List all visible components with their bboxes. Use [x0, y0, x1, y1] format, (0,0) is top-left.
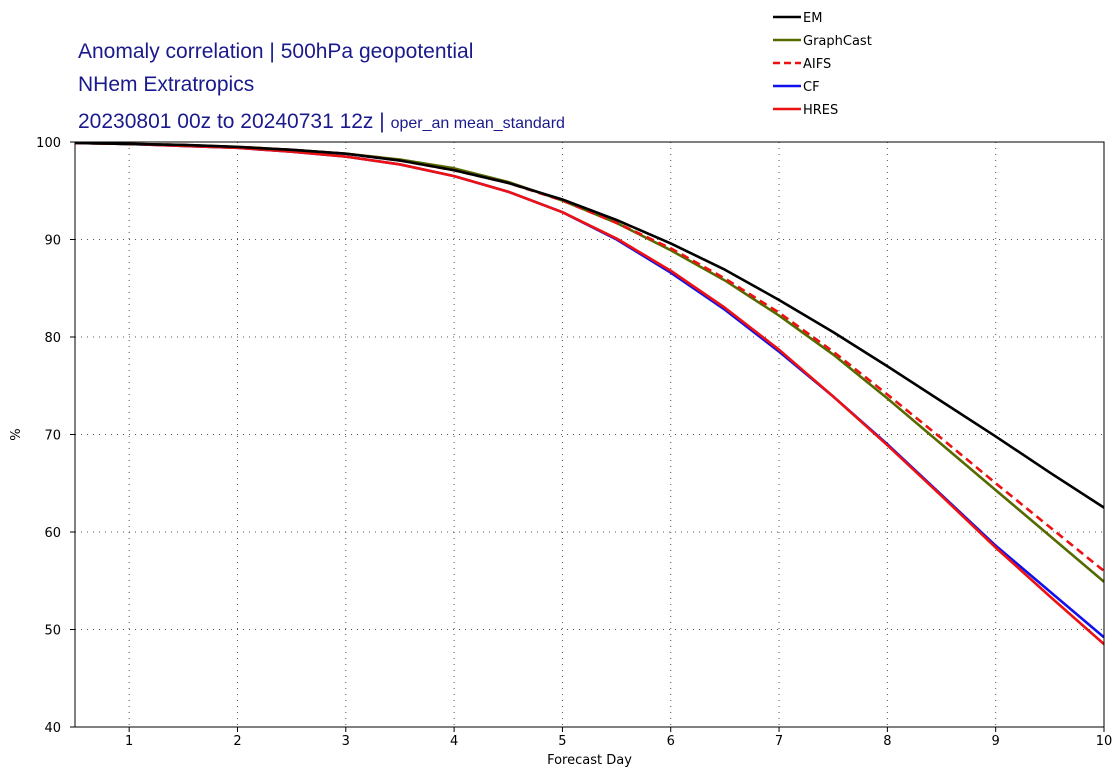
y-tick-label: 70 [44, 429, 61, 444]
series-line-cf [74, 141, 1105, 639]
title-line-3: 20230801 00z to 20240731 12z | oper_an m… [78, 110, 565, 133]
x-tick-label: 7 [775, 734, 783, 749]
x-tick-label: 3 [342, 734, 350, 749]
y-tick-label: 40 [44, 721, 61, 736]
x-axis-ticks: 1 2 3 4 5 6 7 8 9 10 [125, 727, 1112, 749]
x-tick-label: 2 [233, 734, 241, 749]
x-axis-label: Forecast Day [547, 753, 632, 768]
y-tick-label: 90 [44, 234, 61, 249]
x-tick-label: 1 [125, 734, 133, 749]
y-tick-label: 80 [44, 331, 61, 346]
grid [75, 142, 1104, 727]
series-group [74, 141, 1105, 646]
legend-item-cf: CF [773, 80, 820, 95]
legend-item-graphcast: GraphCast [773, 34, 872, 49]
legend-item-hres: HRES [773, 103, 838, 118]
chart-title: Anomaly correlation | 500hPa geopotentia… [78, 40, 565, 133]
series-line-hres [74, 141, 1105, 646]
y-axis-ticks: 40 50 60 70 80 90 100 [36, 136, 75, 736]
y-tick-label: 60 [44, 526, 61, 541]
series-line-em [74, 141, 1105, 509]
y-tick-label: 50 [44, 624, 61, 639]
plot-frame [74, 141, 1105, 728]
title-dataset: oper_an mean_standard [391, 115, 565, 132]
legend-item-aifs: AIFS [773, 57, 831, 72]
legend-label: HRES [803, 103, 838, 118]
legend: EM GraphCast AIFS CF HRES [773, 11, 872, 118]
y-tick-label: 100 [36, 136, 61, 151]
x-tick-label: 8 [883, 734, 891, 749]
legend-label: CF [803, 80, 820, 95]
x-tick-label: 4 [450, 734, 458, 749]
title-period: 20230801 00z to 20240731 12z | [78, 110, 391, 133]
x-tick-label: 6 [667, 734, 675, 749]
legend-item-em: EM [773, 11, 822, 26]
x-tick-label: 9 [992, 734, 1000, 749]
title-line-2: NHem Extratropics [78, 73, 254, 96]
legend-label: GraphCast [803, 34, 872, 49]
y-axis-label: % [9, 428, 24, 440]
x-tick-label: 5 [558, 734, 566, 749]
title-line-1: Anomaly correlation | 500hPa geopotentia… [78, 40, 473, 63]
legend-label: EM [803, 11, 822, 26]
legend-label: AIFS [803, 57, 831, 72]
series-line-aifs [74, 141, 1105, 573]
x-tick-label: 10 [1096, 734, 1113, 749]
